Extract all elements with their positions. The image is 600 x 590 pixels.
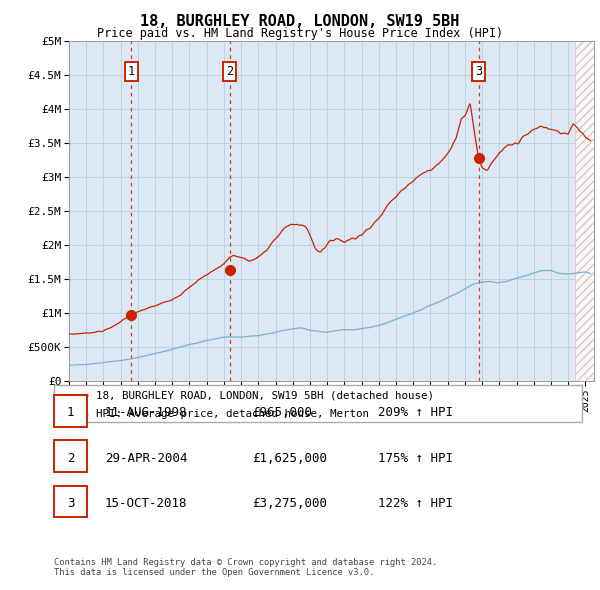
Text: £3,275,000: £3,275,000	[252, 497, 327, 510]
Text: Price paid vs. HM Land Registry's House Price Index (HPI): Price paid vs. HM Land Registry's House …	[97, 27, 503, 40]
Text: 2: 2	[67, 452, 74, 465]
Text: 11-AUG-1998: 11-AUG-1998	[105, 407, 187, 419]
Text: 18, BURGHLEY ROAD, LONDON, SW19 5BH: 18, BURGHLEY ROAD, LONDON, SW19 5BH	[140, 14, 460, 30]
Text: 1: 1	[67, 407, 74, 419]
Text: 2: 2	[226, 65, 233, 78]
Text: HPI: Average price, detached house, Merton: HPI: Average price, detached house, Mert…	[96, 409, 369, 419]
Text: 3: 3	[67, 497, 74, 510]
Text: Contains HM Land Registry data © Crown copyright and database right 2024.
This d: Contains HM Land Registry data © Crown c…	[54, 558, 437, 577]
Text: 209% ↑ HPI: 209% ↑ HPI	[378, 407, 453, 419]
Text: 1: 1	[128, 65, 135, 78]
FancyBboxPatch shape	[54, 385, 582, 422]
Text: £1,625,000: £1,625,000	[252, 452, 327, 465]
Text: 3: 3	[475, 65, 482, 78]
Text: 29-APR-2004: 29-APR-2004	[105, 452, 187, 465]
Text: £965,000: £965,000	[252, 407, 312, 419]
Text: 175% ↑ HPI: 175% ↑ HPI	[378, 452, 453, 465]
Text: 18, BURGHLEY ROAD, LONDON, SW19 5BH (detached house): 18, BURGHLEY ROAD, LONDON, SW19 5BH (det…	[96, 390, 434, 400]
Text: 15-OCT-2018: 15-OCT-2018	[105, 497, 187, 510]
Text: 122% ↑ HPI: 122% ↑ HPI	[378, 497, 453, 510]
